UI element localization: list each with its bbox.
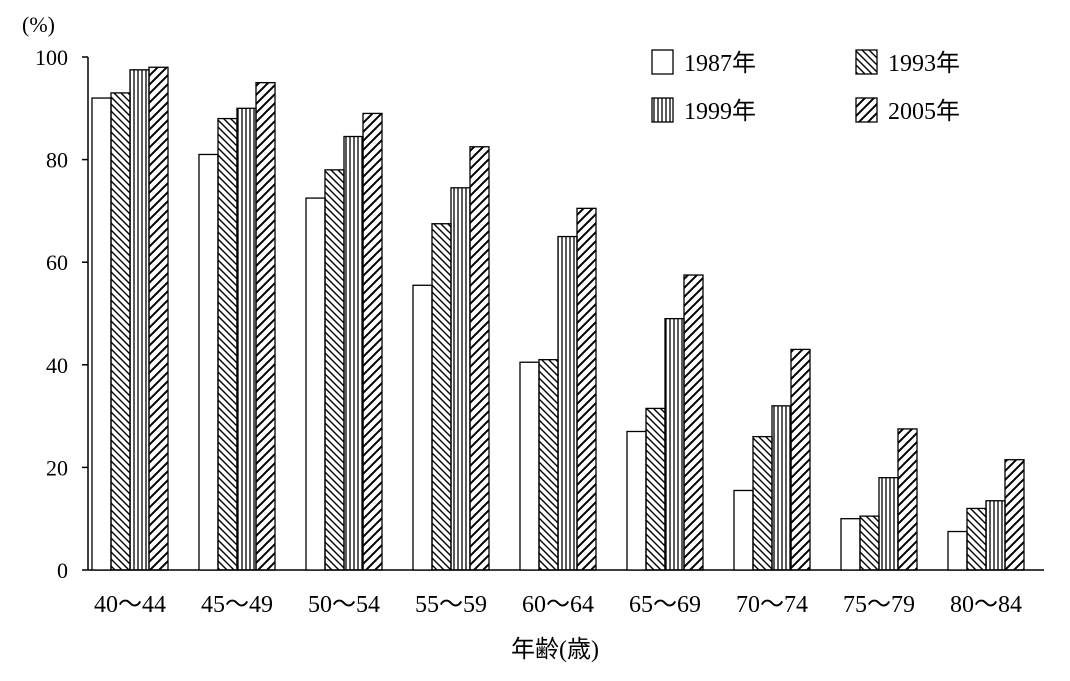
- bar-1987年-60〜64: [519, 361, 540, 571]
- x-tick-label: 65〜69: [629, 592, 701, 618]
- bar-2005年-45〜49: [255, 82, 276, 571]
- bar-1993年-55〜59: [431, 223, 452, 571]
- bar-1999年-65〜69: [664, 317, 685, 571]
- legend-label: 1987年: [684, 50, 756, 77]
- y-tick-label: 20: [46, 455, 68, 480]
- bar-1999年-45〜49: [236, 107, 257, 571]
- bar-1993年-40〜44: [110, 92, 131, 571]
- bar-1993年-80〜84: [966, 507, 987, 571]
- legend-swatch: [855, 97, 878, 123]
- bar-1999年-75〜79: [878, 477, 899, 571]
- bar-2005年-60〜64: [576, 207, 597, 571]
- bar-1993年-65〜69: [645, 407, 666, 571]
- x-tick-label: 75〜79: [843, 592, 915, 618]
- bar-2005年-80〜84: [1004, 459, 1025, 571]
- x-tick-label: 60〜64: [522, 592, 594, 618]
- bar-1987年-65〜69: [626, 430, 647, 571]
- legend: 1987年 1993年 1999年 2005年: [651, 49, 960, 125]
- x-tick-label: 55〜59: [415, 592, 487, 618]
- y-tick-label: 80: [46, 148, 68, 173]
- bar-2005年-70〜74: [790, 348, 811, 571]
- bar-2005年-55〜59: [469, 146, 490, 571]
- bar-2005年-50〜54: [362, 112, 383, 571]
- bars: [91, 66, 1025, 571]
- x-tick-label: 50〜54: [308, 592, 380, 618]
- legend-label: 1999年: [684, 98, 756, 125]
- bar-2005年-40〜44: [148, 66, 169, 571]
- legend-swatch: [651, 49, 674, 75]
- x-axis-label: 年齢(歳): [511, 636, 599, 663]
- bar-1999年-60〜64: [557, 235, 578, 571]
- bar-1993年-75〜79: [859, 515, 880, 571]
- legend-label: 1993年: [888, 50, 960, 77]
- bar-1987年-70〜74: [733, 489, 754, 571]
- bar-1999年-50〜54: [343, 135, 364, 571]
- y-tick-label: 40: [46, 353, 68, 378]
- axes: 0 20 40 60 80 100 40〜44 45〜49 50〜54 55〜59 60〜64 65〜…: [35, 45, 1044, 618]
- bar-1987年-80〜84: [947, 530, 968, 571]
- bar-1987年-50〜54: [305, 197, 326, 571]
- bar-1993年-45〜49: [217, 117, 238, 571]
- legend-label: 2005年: [888, 98, 960, 125]
- bar-2005年-65〜69: [683, 274, 704, 571]
- y-tick-label: 60: [46, 250, 68, 275]
- bar-1987年-75〜79: [840, 518, 861, 571]
- x-tick-label: 45〜49: [201, 592, 273, 618]
- legend-swatch: [855, 49, 878, 75]
- bar-1999年-40〜44: [129, 69, 150, 571]
- bar-1999年-70〜74: [771, 405, 792, 571]
- bar-1987年-40〜44: [91, 97, 112, 571]
- y-tick-label: 0: [57, 558, 68, 583]
- bar-1993年-50〜54: [324, 169, 345, 571]
- y-axis-label: (%): [22, 12, 55, 37]
- x-tick-label: 40〜44: [94, 592, 166, 618]
- y-tick-label: 100: [35, 45, 68, 70]
- bar-1999年-80〜84: [985, 500, 1006, 571]
- bar-1999年-55〜59: [450, 187, 471, 571]
- legend-swatch: [651, 97, 674, 123]
- x-tick-label: 80〜84: [950, 592, 1022, 618]
- x-tick-label: 70〜74: [736, 592, 808, 618]
- bar-1987年-55〜59: [412, 284, 433, 571]
- bar-1993年-60〜64: [538, 359, 559, 571]
- bar-2005年-75〜79: [897, 428, 918, 571]
- bar-1993年-70〜74: [752, 435, 773, 571]
- bar-1987年-45〜49: [198, 153, 219, 571]
